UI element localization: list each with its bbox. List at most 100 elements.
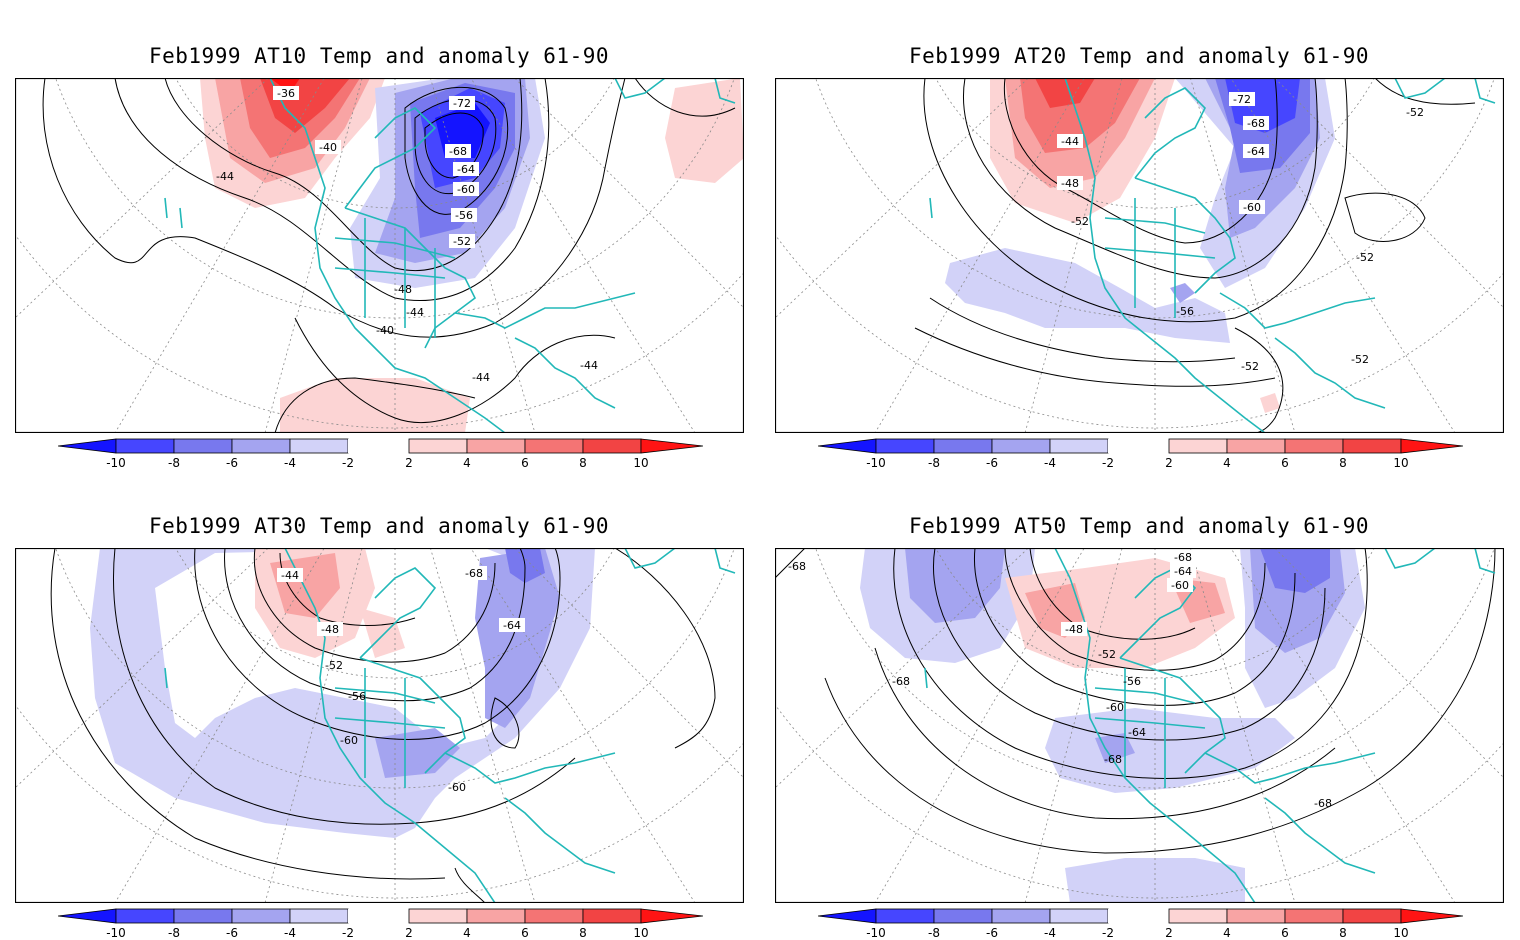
contour-label: -44 — [406, 306, 424, 319]
contour-label: -52 — [1351, 353, 1369, 366]
polar-map: -72 -68 -64 -44 -48 -52 -52 -60 -52 -56 … — [775, 78, 1504, 433]
anomaly-colorbar: -10 -8 -6 -4 -2 2 4 6 8 10 — [58, 438, 703, 470]
contour-label: -44 — [281, 569, 299, 582]
colorbar-tick: -4 — [284, 456, 296, 470]
contour-label: -72 — [1233, 93, 1251, 106]
colorbar-boxes — [58, 908, 703, 924]
map-panel-at10: Feb1999 AT10 Temp and anomaly 61-90 — [0, 0, 760, 470]
colorbar-boxes — [818, 438, 1463, 454]
colorbar-tick: 2 — [1165, 926, 1173, 940]
colorbar-tick: -4 — [284, 926, 296, 940]
colorbar-tick: 6 — [1281, 456, 1289, 470]
contour-label: -72 — [453, 97, 471, 110]
colorbar-tick: -6 — [226, 926, 238, 940]
contour-labels: -44 -68 -64 -48 -52 -56 -60 -60 — [277, 566, 525, 794]
panel-title: Feb1999 AT50 Temp and anomaly 61-90 — [908, 514, 1369, 538]
contour-label: -44 — [472, 371, 490, 384]
colorbar-tick: -4 — [1044, 456, 1056, 470]
colorbar-tick: -6 — [226, 456, 238, 470]
contour-label: -56 — [348, 690, 366, 703]
coastline — [929, 78, 1496, 433]
colorbar-tick: 10 — [633, 456, 648, 470]
colorbar-tick: 2 — [405, 926, 413, 940]
colorbar-tick: -10 — [106, 926, 126, 940]
colorbar-tick: 6 — [521, 926, 529, 940]
contour-labels: -68 -68 -64 -60 -48 -52 -56 -60 -64 -68 … — [788, 550, 1332, 810]
contour-label: -64 — [503, 619, 521, 632]
polar-map: -36 -40 -44 -72 -68 -64 -60 -56 -52 -48 … — [15, 78, 744, 433]
anomaly-shading — [860, 548, 1365, 903]
colorbar-tick: 10 — [1393, 926, 1408, 940]
lat-lon-grid — [15, 78, 744, 433]
colorbar-tick: 2 — [405, 456, 413, 470]
anomaly-shading — [945, 78, 1335, 413]
contour-label: -44 — [216, 170, 234, 183]
contour-label: -68 — [1104, 753, 1122, 766]
map-frame — [775, 548, 1504, 903]
contour-label: -60 — [1171, 579, 1189, 592]
colorbar-tick: -2 — [1102, 926, 1114, 940]
colorbar-tick: -4 — [1044, 926, 1056, 940]
map-panel-at50: Feb1999 AT50 Temp and anomaly 61-90 — [760, 470, 1520, 940]
contour-label: -40 — [319, 141, 337, 154]
polar-map: -68 -68 -64 -60 -48 -52 -56 -60 -64 -68 … — [775, 548, 1504, 903]
map-panel-at20: Feb1999 AT20 Temp and anomaly 61-90 — [760, 0, 1520, 470]
contour-label: -68 — [1314, 797, 1332, 810]
anomaly-colorbar: -10 -8 -6 -4 -2 2 4 6 8 10 — [818, 438, 1463, 470]
colorbar-tick: -10 — [866, 456, 886, 470]
contour-label: -60 — [457, 183, 475, 196]
colorbar-tick: 4 — [463, 926, 471, 940]
contour-label: -68 — [465, 567, 483, 580]
coastline — [164, 78, 736, 433]
contour-label: -56 — [1123, 675, 1141, 688]
contour-label: -52 — [1406, 106, 1424, 119]
contour-label: -48 — [1061, 177, 1079, 190]
contour-label: -44 — [580, 359, 598, 372]
contour-label: -48 — [1065, 623, 1083, 636]
contour-labels: -72 -68 -64 -44 -48 -52 -52 -60 -52 -56 … — [1057, 92, 1424, 373]
contour-label: -56 — [1176, 305, 1194, 318]
contour-label: -56 — [455, 209, 473, 222]
anomaly-colorbar: -10 -8 -6 -4 -2 2 4 6 8 10 — [58, 908, 703, 940]
contour-label: -64 — [1128, 726, 1146, 739]
colorbar-ticks: -10 -8 -6 -4 -2 2 4 6 8 10 — [106, 456, 648, 470]
anomaly-shading — [200, 78, 744, 433]
contour-label: -48 — [394, 283, 412, 296]
panel-title: Feb1999 AT10 Temp and anomaly 61-90 — [148, 44, 609, 68]
contour-label: -44 — [1061, 135, 1079, 148]
colorbar-ticks: -10 -8 -6 -4 -2 2 4 6 8 10 — [866, 456, 1408, 470]
colorbar-tick: 6 — [521, 456, 529, 470]
panel-title: Feb1999 AT20 Temp and anomaly 61-90 — [908, 44, 1369, 68]
contour-label: -40 — [376, 324, 394, 337]
colorbar-tick: -8 — [928, 926, 940, 940]
contour-label: -68 — [1247, 117, 1265, 130]
colorbar-tick: -2 — [342, 456, 354, 470]
colorbar-ticks: -10 -8 -6 -4 -2 2 4 6 8 10 — [866, 926, 1408, 940]
contour-label: -52 — [1071, 215, 1089, 228]
contour-label: -68 — [449, 145, 467, 158]
colorbar-tick: 8 — [1339, 456, 1347, 470]
colorbar-tick: 8 — [579, 456, 587, 470]
colorbar-tick: 10 — [633, 926, 648, 940]
lat-lon-grid — [775, 548, 1504, 903]
colorbar-tick: 10 — [1393, 456, 1408, 470]
contour-label: -48 — [321, 623, 339, 636]
map-frame — [15, 548, 744, 903]
contour-label: -60 — [340, 734, 358, 747]
contour-label: -68 — [1174, 551, 1192, 564]
contour-label: -60 — [1243, 201, 1261, 214]
contour-label: -52 — [453, 235, 471, 248]
colorbar-tick: 8 — [579, 926, 587, 940]
contour-label: -68 — [788, 560, 806, 573]
contour-label: -52 — [325, 659, 343, 672]
colorbar-tick: -10 — [106, 456, 126, 470]
colorbar-boxes — [58, 438, 703, 454]
contour-label: -52 — [1241, 360, 1259, 373]
colorbar-tick: -8 — [168, 456, 180, 470]
contour-label: -64 — [457, 163, 475, 176]
contour-label: -68 — [892, 675, 910, 688]
colorbar-ticks: -10 -8 -6 -4 -2 2 4 6 8 10 — [106, 926, 648, 940]
colorbar-tick: -2 — [342, 926, 354, 940]
contour-label: -52 — [1356, 251, 1374, 264]
colorbar-tick: 6 — [1281, 926, 1289, 940]
